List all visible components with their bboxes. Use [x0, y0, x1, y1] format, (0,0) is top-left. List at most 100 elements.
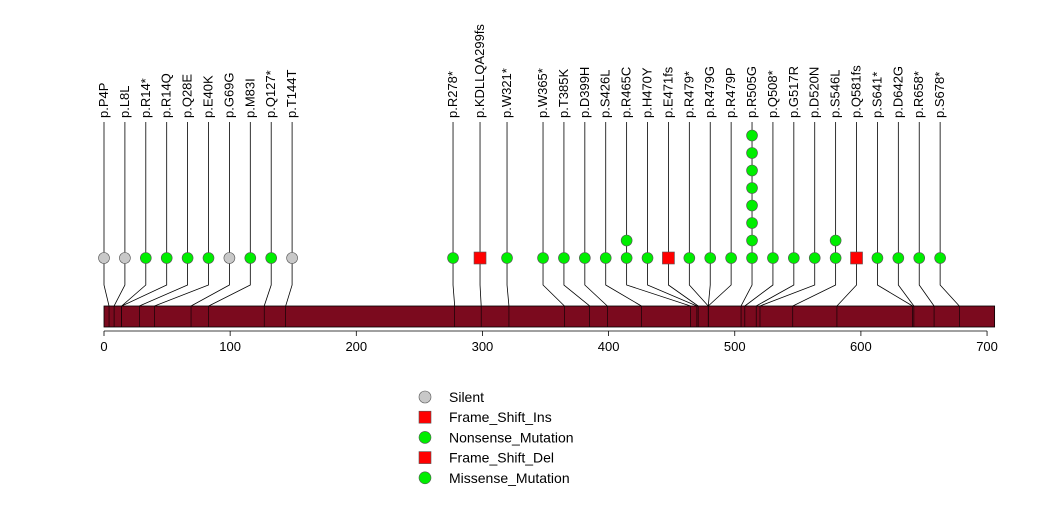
mutation-marker: [871, 252, 884, 264]
legend-swatch: [418, 410, 432, 424]
mutation-label: p.L8L: [117, 85, 132, 118]
mutation-label: p.R14Q: [159, 73, 174, 118]
mutation-marker: [808, 252, 821, 264]
mutation-label: p.S641*: [869, 72, 884, 118]
legend-label: Frame_Shift_Del: [449, 450, 554, 466]
mutation-marker: [447, 252, 459, 264]
x-tick-label: 500: [724, 339, 746, 354]
legend: Silent Frame_Shift_Ins Nonsense_Mutation Fr…: [418, 389, 574, 486]
mutation-marker: [286, 252, 298, 264]
x-axis: 0 100 200 300 400 500 600 700: [100, 330, 998, 354]
mutation-marker: [850, 251, 863, 265]
mutation-marker: [662, 251, 675, 265]
mutation-marker: [829, 252, 842, 264]
mutation-marker: [746, 147, 758, 159]
mutation-marker: [725, 252, 737, 264]
x-tick-label: 100: [219, 339, 241, 354]
mutation-marker: [746, 234, 758, 247]
mutation-marker: [892, 252, 905, 264]
mutation-marker: [620, 234, 633, 247]
mutation-label: p.T385K: [556, 69, 571, 118]
mutation-marker: [746, 182, 758, 194]
mutation-marker: [746, 129, 758, 142]
legend-label: Missense_Mutation: [449, 470, 570, 486]
mutation-marker: [98, 252, 110, 264]
mutation-label: p.S546L: [828, 70, 843, 118]
mutation-marker: [683, 252, 696, 264]
mutation-labels: p.P4P p.L8L p.R14* p.R14Q p.Q28E p.E40K p.G69G…: [96, 24, 947, 118]
x-tick-label: 700: [976, 339, 998, 354]
legend-swatch: [418, 390, 432, 404]
mutation-label: p.Q581fs: [849, 65, 864, 118]
mutation-marker: [501, 252, 513, 264]
mutation-label: p.W365*: [535, 68, 550, 118]
mutation-label: p.KDLLQA299fs: [472, 24, 487, 118]
mutation-label: p.P4P: [96, 83, 111, 118]
mutation-marker: [265, 252, 278, 264]
x-tick-label: 0: [100, 339, 107, 354]
mutation-label: p.R658*: [911, 71, 926, 118]
mutation-marker: [140, 252, 152, 264]
mutation-label: p.S678*: [932, 72, 947, 118]
x-tick-label: 600: [850, 339, 872, 354]
mutation-marker: [704, 252, 717, 264]
mutation-label: p.G69G: [221, 72, 236, 118]
mutation-marker: [620, 252, 633, 264]
mutation-label: p.R505G: [744, 66, 759, 118]
mutation-markers: [98, 129, 946, 265]
mutation-marker: [579, 252, 591, 264]
mutation-marker: [473, 251, 487, 265]
mutation-marker: [641, 252, 654, 264]
mutation-label: p.R479*: [681, 71, 696, 118]
mutation-marker: [746, 252, 758, 264]
mutation-label: p.R465C: [619, 67, 634, 118]
legend-swatch: [418, 451, 432, 464]
mutation-marker: [746, 217, 758, 229]
mutation-label: p.W321*: [499, 68, 514, 118]
mutation-label: p.E40K: [201, 75, 216, 118]
mutation-label: p.D399H: [577, 67, 592, 118]
mutation-marker: [934, 252, 946, 264]
mutation-marker: [558, 252, 570, 264]
mutation-label: p.G517R: [786, 66, 801, 118]
mutation-label: p.S426L: [598, 70, 613, 118]
legend-swatch: [418, 431, 432, 444]
x-tick-label: 200: [345, 339, 367, 354]
mutation-marker: [223, 252, 236, 264]
mutation-marker: [788, 252, 800, 264]
mutation-label: p.Q508*: [765, 70, 780, 118]
mutation-marker: [599, 252, 612, 264]
domain-bar: [103, 305, 996, 328]
mutation-marker: [202, 252, 215, 264]
mutation-label: p.T144T: [284, 70, 299, 118]
x-tick-label: 300: [472, 339, 494, 354]
protein-domain: [103, 305, 996, 328]
mutation-label: p.Q28E: [180, 74, 195, 118]
mutation-label: p.D520N: [807, 67, 822, 118]
mutation-marker: [767, 252, 779, 264]
mutation-label: p.R278*: [445, 71, 460, 118]
mutation-label: p.Q127*: [263, 70, 278, 118]
mutation-marker: [244, 252, 257, 264]
mutation-marker: [160, 252, 173, 264]
mutation-marker: [913, 252, 926, 264]
mutation-label: p.E471fs: [660, 66, 675, 118]
mutation-marker: [746, 164, 758, 177]
legend-label: Silent: [449, 389, 484, 405]
mutation-marker: [181, 252, 194, 264]
mutation-label: p.M83I: [242, 78, 257, 118]
mutation-marker: [537, 252, 549, 264]
legend-swatch: [418, 471, 432, 485]
legend-label: Frame_Shift_Ins: [449, 409, 552, 425]
mutation-marker: [829, 234, 842, 247]
mutation-label: p.R14*: [138, 78, 153, 118]
stem-lines: [103, 122, 941, 258]
mutation-label: p.R479G: [702, 66, 717, 118]
mutation-label: p.D642G: [890, 66, 905, 118]
x-tick-label: 400: [598, 339, 620, 354]
legend-label: Nonsense_Mutation: [449, 429, 574, 445]
mutation-label: p.H470Y: [640, 67, 655, 118]
mutation-marker: [746, 199, 758, 212]
mutation-marker: [119, 252, 131, 264]
